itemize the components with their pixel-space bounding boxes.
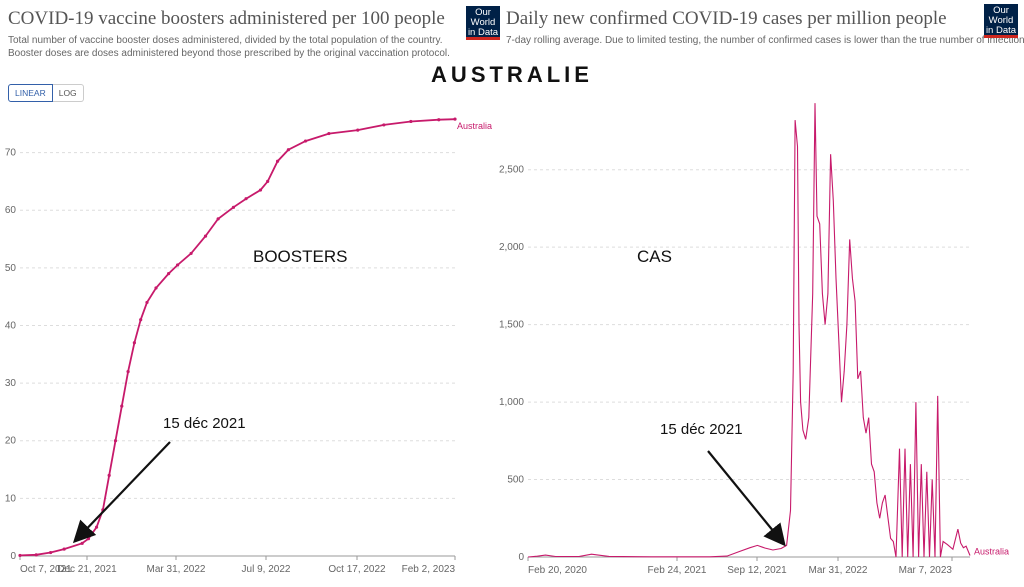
left-annotation: 15 déc 2021 — [163, 415, 246, 432]
x-tick-label: Sep 12, 2021 — [727, 565, 787, 576]
data-point — [62, 547, 66, 551]
x-tick-label: Jul 9, 2022 — [242, 564, 291, 575]
logo-line2: in Data — [985, 25, 1017, 36]
owid-logo-right[interactable]: Our World in Data — [984, 4, 1018, 38]
data-point — [356, 128, 360, 132]
series-end-label: Australia — [974, 546, 1009, 556]
y-tick-label: 500 — [507, 475, 524, 486]
x-tick-label: Mar 31, 2022 — [809, 565, 868, 576]
x-tick-label: Dec 21, 2021 — [57, 564, 117, 575]
right-chart-title: Daily new confirmed COVID-19 cases per m… — [506, 8, 947, 29]
data-point — [266, 179, 270, 183]
data-point — [107, 473, 111, 477]
data-point — [231, 205, 236, 209]
x-tick-label: Oct 7, 2021 — [20, 564, 72, 575]
data-point — [139, 318, 143, 322]
x-tick-label: Mar 31, 2022 — [147, 564, 206, 575]
data-point — [327, 131, 331, 136]
series-line — [19, 118, 456, 557]
data-point — [94, 525, 99, 529]
data-point — [145, 300, 149, 305]
cases-label: CAS — [637, 247, 672, 266]
logo-line2: in Data — [467, 27, 499, 38]
x-tick-label: Feb 2, 2023 — [402, 564, 456, 575]
y-tick-label: 20 — [5, 436, 17, 447]
y-tick-label: 2,500 — [499, 165, 524, 176]
y-tick-label: 10 — [5, 493, 17, 504]
data-point — [203, 234, 208, 238]
data-point — [126, 369, 130, 374]
left-chart-subtitle: Total number of vaccine booster doses ad… — [8, 35, 450, 59]
y-tick-label: 50 — [5, 263, 17, 274]
right-chart-subtitle: 7-day rolling average. Due to limited te… — [506, 35, 1024, 46]
data-point — [286, 148, 290, 152]
right-annotation-arrow — [707, 450, 786, 547]
x-tick-label: Oct 17, 2022 — [328, 564, 386, 575]
owid-logo-left[interactable]: Our World in Data — [466, 6, 500, 40]
data-point — [216, 217, 220, 221]
data-point — [113, 439, 118, 443]
y-tick-label: 0 — [518, 552, 524, 563]
data-point — [258, 188, 263, 192]
left-annotation-arrow — [72, 441, 171, 544]
page-title: AUSTRALIE — [431, 62, 593, 87]
log-scale-button[interactable]: LOG — [52, 84, 84, 102]
right-annotation: 15 déc 2021 — [660, 421, 743, 438]
left-chart-title: COVID-19 vaccine boosters administered p… — [8, 8, 445, 29]
data-point — [86, 537, 91, 541]
series-end-label: Australia — [457, 121, 492, 131]
data-point — [154, 286, 158, 290]
y-tick-label: 2,000 — [499, 242, 524, 253]
x-tick-label: Feb 20, 2020 — [528, 565, 587, 576]
logo-red-bar — [984, 35, 1018, 38]
data-point — [18, 553, 22, 558]
data-point — [167, 272, 171, 276]
series-line — [527, 103, 971, 558]
scale-toggle: LINEAR LOG — [8, 84, 84, 102]
data-point — [453, 117, 457, 121]
y-tick-label: 40 — [5, 320, 17, 331]
data-point — [303, 139, 308, 143]
data-point — [176, 263, 180, 267]
logo-line1: Our World — [470, 7, 496, 28]
logo-line1: Our World — [988, 5, 1014, 26]
x-tick-label: Mar 7, 2023 — [899, 565, 953, 576]
x-tick-label: Feb 24, 2021 — [648, 565, 707, 576]
data-point — [189, 251, 193, 256]
data-point — [132, 341, 136, 345]
data-point — [49, 550, 53, 555]
y-tick-label: 70 — [5, 148, 17, 159]
data-point — [34, 553, 38, 557]
data-point — [120, 404, 124, 408]
y-tick-label: 1,500 — [499, 320, 524, 331]
data-point — [409, 119, 413, 124]
logo-red-bar — [466, 37, 500, 40]
data-point — [437, 118, 441, 122]
boosters-label: BOOSTERS — [253, 247, 347, 266]
data-point — [80, 541, 84, 545]
cases-chart: 0 500 1,000 1,500 2,000 2,500 Feb 20, 2020 Feb … — [499, 103, 1009, 576]
data-point — [244, 197, 248, 201]
y-tick-label: 60 — [5, 205, 17, 216]
data-point — [382, 123, 386, 127]
data-point — [275, 159, 280, 163]
y-tick-label: 0 — [10, 551, 16, 562]
y-tick-label: 30 — [5, 378, 17, 389]
y-tick-label: 1,000 — [499, 397, 524, 408]
linear-scale-button[interactable]: LINEAR — [8, 84, 53, 102]
